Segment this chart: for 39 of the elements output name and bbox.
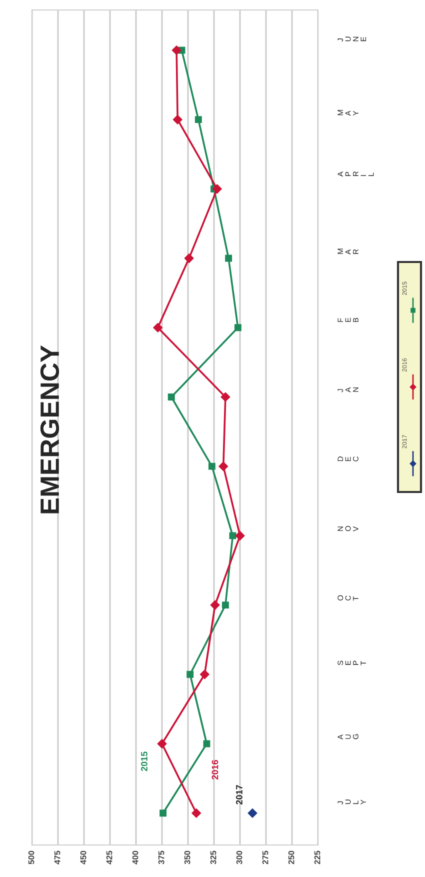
point xyxy=(220,392,230,402)
x-tick-label: 300 xyxy=(236,850,242,864)
point xyxy=(192,808,201,818)
point xyxy=(186,670,194,678)
point xyxy=(153,323,162,332)
x-tick-label: 250 xyxy=(288,850,294,864)
point xyxy=(235,531,245,540)
text: 2015 xyxy=(141,752,148,772)
point xyxy=(222,602,229,609)
x-tick-label: 350 xyxy=(184,850,190,864)
point xyxy=(203,740,210,748)
point xyxy=(210,600,220,610)
x-tick-label: 425 xyxy=(106,850,112,864)
point xyxy=(248,808,258,818)
x-tick-label: 225 xyxy=(314,850,320,864)
point xyxy=(160,810,167,817)
point xyxy=(208,462,216,470)
text: 2016 xyxy=(212,760,218,780)
x-tick-label: 400 xyxy=(132,850,138,864)
x-tick-label: 475 xyxy=(54,850,60,864)
point xyxy=(218,462,228,471)
point xyxy=(234,324,242,332)
x-tick-label: 325 xyxy=(210,850,216,864)
x-tick-label: 450 xyxy=(80,850,86,864)
text: 2017 xyxy=(236,785,242,804)
point xyxy=(200,670,210,680)
point xyxy=(225,254,232,262)
point xyxy=(172,46,182,55)
point xyxy=(212,184,222,194)
point xyxy=(194,116,202,124)
point xyxy=(157,739,167,748)
point xyxy=(168,394,175,400)
point xyxy=(184,254,194,263)
x-tick-label: 375 xyxy=(158,850,164,864)
point xyxy=(172,114,182,124)
text: EMERGENCY xyxy=(40,345,60,514)
x-tick-label: 500 xyxy=(28,850,34,864)
x-tick-label: 275 xyxy=(262,850,268,864)
point xyxy=(229,532,236,540)
